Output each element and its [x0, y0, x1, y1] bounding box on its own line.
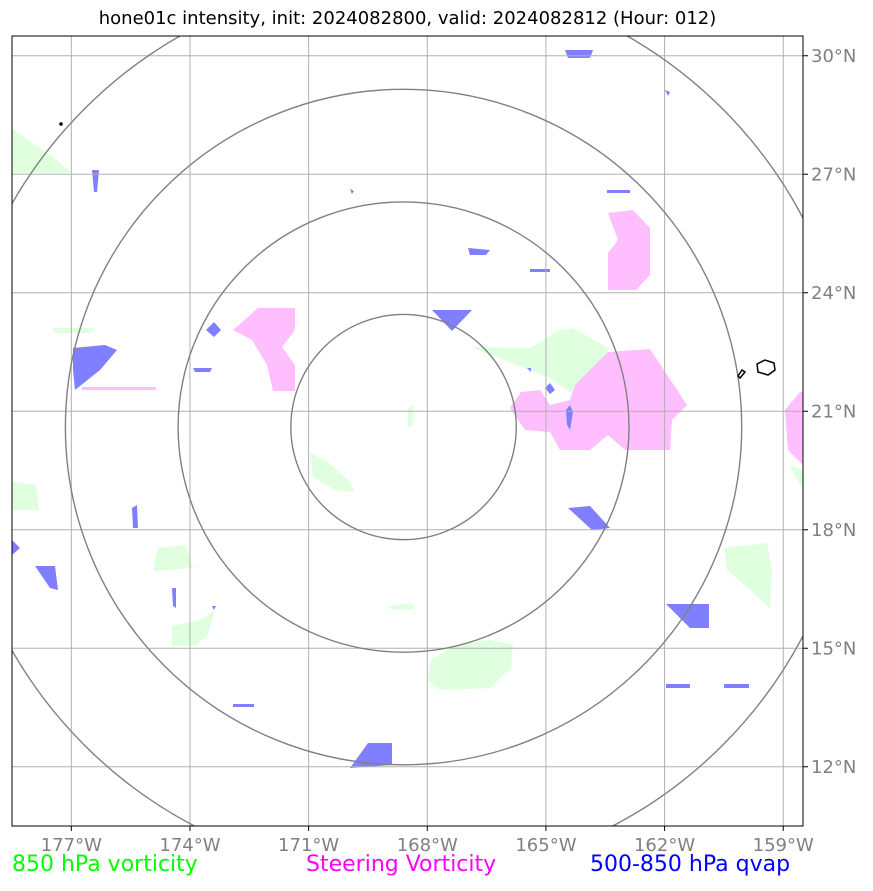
vorticity-850-area	[310, 453, 355, 492]
map-frame	[11, 35, 804, 827]
legend-qvap: 500-850 hPa qvap	[590, 852, 791, 877]
range-rings	[12, 36, 803, 826]
qvap-area	[206, 322, 221, 337]
vorticity-850-areas	[12, 128, 803, 690]
legend-steering-vorticity: Steering Vorticity	[306, 852, 497, 877]
vorticity-850-area	[388, 603, 414, 610]
qvap-area	[172, 588, 176, 608]
qvap-area	[568, 506, 610, 530]
island-outline	[756, 359, 776, 376]
steering-vorticity-area	[82, 387, 156, 390]
qvap-area	[132, 505, 138, 528]
qvap-area	[12, 540, 20, 555]
qvap-area	[35, 566, 58, 590]
range-ring	[177, 201, 630, 653]
legend-vorticity-850: 850 hPa vorticity	[12, 852, 198, 877]
qvap-area	[92, 170, 99, 192]
steering-vorticity-area	[608, 210, 650, 290]
lon-tick-label: 171°W	[278, 835, 339, 856]
lon-tick-label: 174°W	[159, 835, 220, 856]
lat-tick-label: 24°N	[811, 283, 856, 304]
lat-tick-label: 15°N	[811, 638, 856, 659]
lon-tick-label: 159°W	[753, 835, 814, 856]
lat-tick-label: 30°N	[811, 46, 856, 67]
coastline	[59, 122, 776, 380]
qvap-area	[724, 684, 749, 688]
vorticity-850-area	[12, 128, 73, 173]
qvap-area	[73, 345, 117, 390]
vorticity-850-area	[12, 482, 39, 510]
qvap-area	[530, 269, 550, 272]
qvap-area	[666, 604, 709, 628]
lon-tick-label: 168°W	[397, 835, 458, 856]
qvap-area	[665, 90, 670, 96]
qvap-area	[527, 368, 531, 372]
steering-vorticity-area	[510, 349, 687, 450]
lon-tick-label: 165°W	[515, 835, 576, 856]
qvap-area	[193, 368, 212, 372]
vorticity-850-area	[172, 610, 215, 646]
lat-tick-label: 27°N	[811, 164, 856, 185]
qvap-area	[545, 383, 555, 394]
vorticity-850-area	[724, 543, 772, 608]
lat-tick-label: 21°N	[811, 401, 856, 422]
lat-tick-label: 12°N	[811, 757, 856, 778]
vorticity-850-area	[789, 465, 803, 490]
steering-vorticity-areas	[82, 210, 803, 465]
qvap-area	[432, 310, 472, 331]
steering-vorticity-area	[233, 308, 295, 391]
qvap-area	[607, 190, 630, 193]
map-background	[12, 36, 803, 826]
vorticity-850-area	[428, 640, 513, 690]
steering-vorticity-area	[785, 392, 803, 465]
map-layers	[12, 36, 803, 826]
lon-tick-label: 162°W	[634, 835, 695, 856]
qvap-area	[350, 189, 354, 194]
vorticity-850-area	[408, 405, 413, 428]
lat-tick-label: 18°N	[811, 520, 856, 541]
qvap-area	[233, 704, 254, 707]
vorticity-850-area	[153, 545, 193, 571]
range-ring	[290, 313, 517, 541]
qvap-area	[212, 606, 216, 610]
island-outline	[737, 368, 747, 380]
vorticity-850-area	[52, 328, 95, 333]
range-ring	[64, 88, 743, 766]
vorticity-850-area	[470, 328, 608, 392]
qvap-area	[468, 248, 490, 255]
island-outline	[59, 122, 63, 126]
qvap-area	[666, 684, 690, 688]
map-gridlines	[12, 36, 803, 826]
qvap-area	[565, 50, 593, 58]
plot-title: hone01c intensity, init: 2024082800, val…	[98, 8, 717, 29]
axis-ticks: 177°W 174°W 171°W 168°W 165°W 162°W 159°W 30°N 2…	[41, 46, 857, 856]
lon-tick-label: 177°W	[41, 835, 102, 856]
